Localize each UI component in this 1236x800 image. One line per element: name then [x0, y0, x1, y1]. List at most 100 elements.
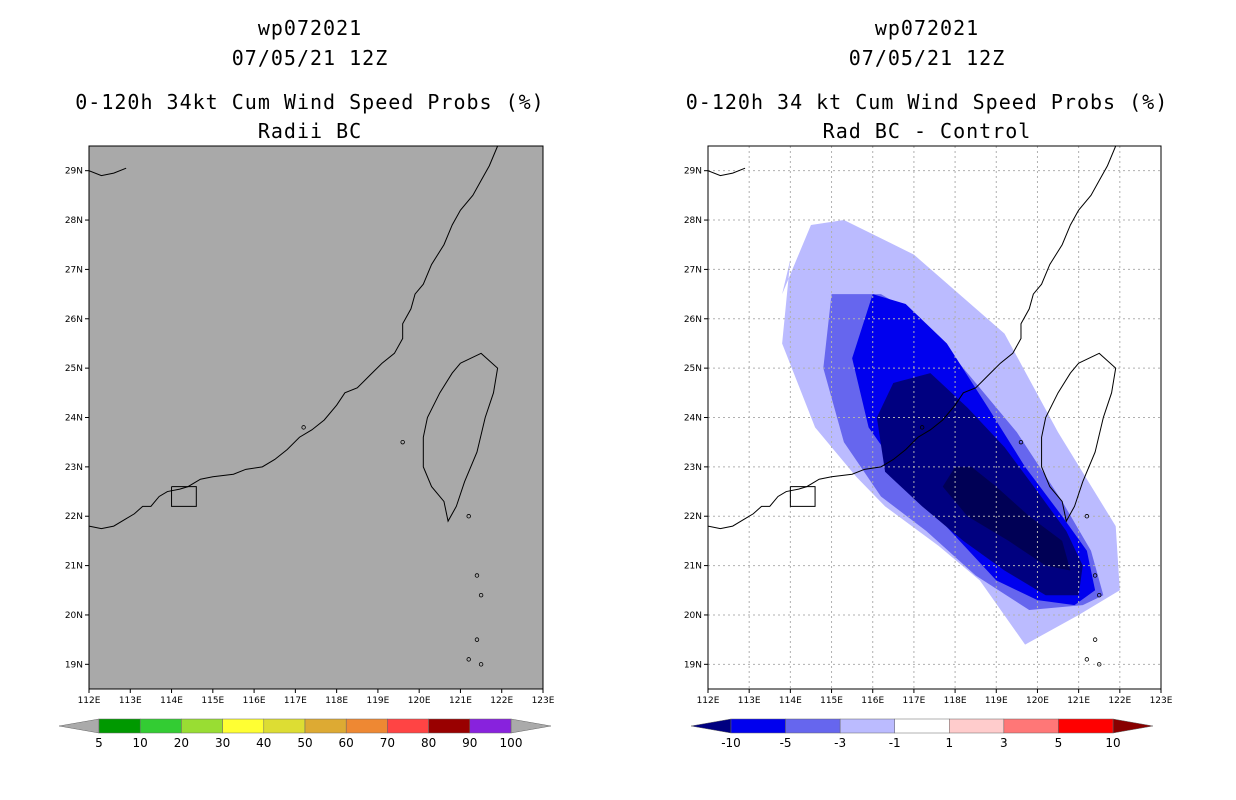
island-outline [1092, 573, 1098, 578]
colorbar-label: 70 [380, 736, 395, 750]
island-outline [466, 657, 471, 662]
island-outline [466, 514, 471, 519]
panel-left: 112E 113E 114E 115E 116E 117E 118E 119E 120E 121E… [65, 145, 555, 706]
x-tick-label: 118E [944, 696, 967, 706]
colorbar-label: 5 [95, 736, 103, 750]
island-outline [1084, 514, 1090, 519]
x-tick-label: 121E [1067, 696, 1090, 706]
x-tick-label: 119E [985, 696, 1008, 706]
y-tick-label: 21N [65, 562, 83, 572]
y-tick-label: 25N [65, 364, 83, 374]
island-outline [478, 662, 484, 667]
contour-band-5 [942, 466, 1071, 571]
colorbar-right: -10 -5 -3 -1 1 3 5 10 [690, 718, 1154, 750]
hongkong-box [171, 486, 197, 507]
y-tick-label: 19N [65, 660, 83, 670]
y-tick-label: 19N [684, 660, 702, 670]
y-tick-label: 25N [684, 364, 702, 374]
island-outline [400, 439, 405, 445]
colorbar-swatch [263, 718, 306, 734]
x-tick-label: 113E [119, 696, 142, 706]
colorbar-right-cap [1112, 718, 1154, 734]
island-outline [474, 637, 480, 642]
hongkong-box [789, 486, 816, 507]
island-outline [1092, 637, 1098, 642]
colorbar-swatch [730, 718, 786, 734]
colorbar-label: 60 [339, 736, 354, 750]
colorbar-label: 20 [174, 736, 189, 750]
x-tick-label: 115E [201, 696, 224, 706]
colorbar-label: 80 [421, 736, 436, 750]
colorbar-swatch [785, 718, 841, 734]
island-outline [1018, 439, 1024, 445]
y-tick-label: 28N [65, 216, 83, 226]
y-tick-label: 22N [684, 512, 702, 522]
x-tick-label: 120E [408, 696, 431, 706]
x-tick-label: 116E [861, 696, 884, 706]
x-tick-label: 120E [1026, 696, 1049, 706]
island-outline [1097, 662, 1102, 667]
coastline-north [89, 167, 127, 177]
y-tick-label: 28N [684, 216, 702, 226]
y-tick-label: 23N [65, 463, 83, 473]
colorbar-label: 10 [133, 736, 148, 750]
colorbar-swatch [894, 718, 950, 734]
y-tick-label: 27N [65, 265, 83, 275]
x-tick-label: 112E [78, 696, 101, 706]
x-tick-label: 122E [490, 696, 513, 706]
coastline-taiwan [422, 352, 499, 523]
island-outline [478, 593, 484, 598]
colorbar-swatch [949, 718, 1005, 734]
x-tick-label: 122E [1108, 696, 1131, 706]
left-title-storm: wp072021 [257, 16, 363, 40]
x-tick-label: 121E [449, 696, 472, 706]
colorbar-left: 5 10 20 30 40 50 60 70 80 90 100 [58, 718, 552, 750]
y-tick-label: 21N [684, 562, 702, 572]
coastline-taiwan [1041, 352, 1117, 523]
panel-right: 112E 113E 114E 115E 116E 117E 118E 119E 120E 121E… [684, 145, 1173, 706]
coastline-china [89, 146, 499, 530]
x-tick-label: 123E [532, 696, 555, 706]
y-tick-label: 23N [684, 463, 702, 473]
colorbar-label: 90 [462, 736, 477, 750]
y-tick-label: 29N [65, 167, 83, 177]
colorbar-label: 3 [1000, 736, 1008, 750]
x-tick-label: 117E [284, 696, 307, 706]
colorbar-swatch [1003, 718, 1059, 734]
island-outline [1097, 593, 1102, 598]
y-tick-label: 20N [65, 611, 83, 621]
colorbar-swatch [304, 718, 347, 734]
colorbar-swatch [222, 718, 265, 734]
x-tick-label: 114E [160, 696, 183, 706]
colorbar-label: 30 [215, 736, 230, 750]
left-title-date: 07/05/21 12Z [231, 46, 389, 70]
colorbar-swatch [428, 718, 471, 734]
x-tick-label: 119E [366, 696, 389, 706]
colorbar-swatch [469, 718, 512, 734]
colorbar-swatch [181, 718, 223, 734]
left-title-sub: Radii BC [257, 119, 363, 143]
colorbar-left-cap [58, 718, 100, 734]
y-tick-label: 22N [65, 512, 83, 522]
right-title-sub: Rad BC - Control [822, 119, 1032, 143]
map-background [89, 146, 543, 689]
x-tick-label: 112E [697, 696, 720, 706]
island-outline [1084, 657, 1090, 662]
colorbar-swatch [345, 718, 388, 734]
colorbar-label: 40 [256, 736, 271, 750]
colorbar-label: 50 [297, 736, 312, 750]
x-tick-label: 123E [1150, 696, 1173, 706]
island-outline [919, 425, 925, 430]
right-title-date: 07/05/21 12Z [848, 46, 1006, 70]
colorbar-swatch [387, 718, 429, 734]
map-content [89, 146, 499, 667]
x-tick-label: 117E [902, 696, 925, 706]
colorbar-swatch [839, 718, 895, 734]
colorbar-label: 5 [1055, 736, 1063, 750]
y-tick-label: 26N [65, 315, 83, 325]
y-tick-label: 26N [684, 315, 702, 325]
y-tick-label: 24N [65, 414, 83, 424]
colorbar-label: -1 [889, 736, 901, 750]
x-tick-label: 115E [820, 696, 843, 706]
